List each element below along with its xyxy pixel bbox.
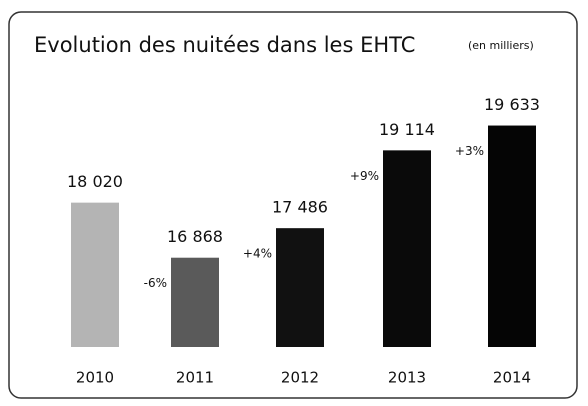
value-label: 19 633: [484, 95, 540, 114]
bar: [276, 228, 324, 347]
x-tick-label: 2013: [388, 369, 426, 387]
annotation: -6%: [144, 276, 167, 290]
bar: [171, 257, 219, 347]
annotation: +9%: [350, 169, 379, 183]
annotation: +3%: [455, 144, 484, 158]
frame: [8, 11, 578, 399]
value-label: 17 486: [272, 198, 328, 217]
x-tick-label: 2011: [176, 369, 214, 387]
chart-subtitle: (en milliers): [468, 39, 534, 52]
bar: [383, 150, 431, 347]
bar: [71, 202, 119, 347]
chart-title: Evolution des nuitées dans les EHTC: [34, 33, 415, 57]
x-tick-label: 2014: [493, 369, 531, 387]
bar: [488, 125, 536, 347]
x-tick-label: 2010: [76, 369, 114, 387]
annotation: +4%: [243, 247, 272, 261]
x-tick-label: 2012: [281, 369, 319, 387]
value-label: 19 114: [379, 120, 435, 139]
value-label: 16 868: [167, 227, 223, 246]
value-label: 18 020: [67, 172, 123, 191]
